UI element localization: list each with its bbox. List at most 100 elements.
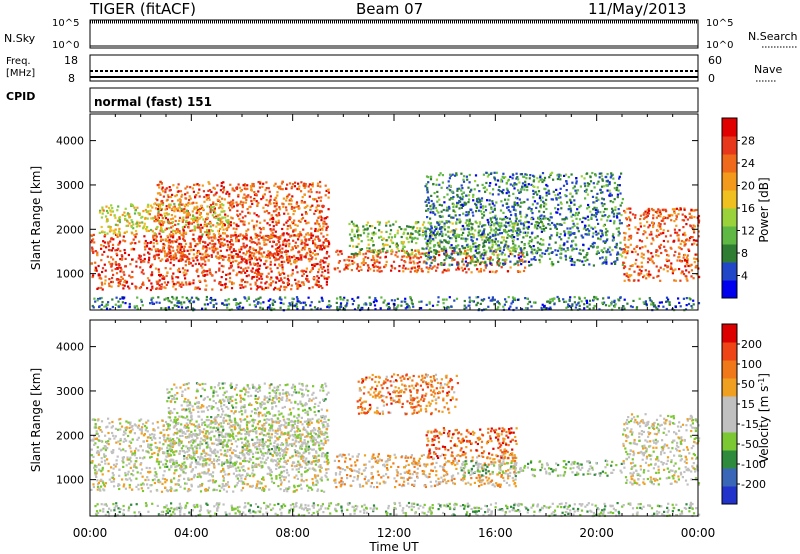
power-echo-cell <box>522 260 525 263</box>
power-echo-cell <box>184 277 187 280</box>
power-echo-cell <box>111 280 114 284</box>
power-echo-cell <box>539 226 542 229</box>
power-echo-cell <box>118 218 121 221</box>
power-echo-cell <box>182 232 185 235</box>
power-echo-cell <box>270 276 273 279</box>
power-echo-cell <box>538 197 541 200</box>
power-echo-cell <box>429 246 432 249</box>
power-echo-cell <box>258 258 261 261</box>
power-echo-cell <box>609 219 612 222</box>
power-echo-cell <box>242 196 245 199</box>
power-echo-cell <box>509 266 512 269</box>
power-echo-cell <box>582 216 585 219</box>
power-echo-cell <box>542 217 545 220</box>
power-echo-cell <box>114 260 117 264</box>
power-echo-cell <box>467 186 470 189</box>
power-echo-cell <box>584 233 587 236</box>
power-echo-cell <box>407 225 410 228</box>
power-echo-cell <box>205 248 208 252</box>
power-echo-cell <box>251 184 254 187</box>
power-echo-cell <box>175 240 178 243</box>
power-echo-cell <box>124 207 127 210</box>
power-echo-cell <box>246 208 249 211</box>
power-echo-cell <box>325 189 328 192</box>
power-echo-cell <box>253 228 256 231</box>
power-echo-cell <box>286 258 289 261</box>
power-echo-cell <box>510 302 513 305</box>
power-echo-cell <box>559 178 562 181</box>
power-echo-cell <box>647 207 650 210</box>
power-echo-cell <box>314 245 317 248</box>
power-echo-cell <box>625 217 628 220</box>
power-echo-cell <box>264 255 267 258</box>
power-echo-cell <box>143 242 146 245</box>
power-echo-cell <box>497 193 500 196</box>
power-echo-cell <box>181 226 184 229</box>
power-echo-cell <box>261 272 264 276</box>
power-echo-cell <box>625 245 628 249</box>
power-echo-cell <box>514 214 517 217</box>
power-echo-cell <box>288 255 291 258</box>
power-echo-cell <box>240 256 243 259</box>
power-echo-cell <box>170 218 173 221</box>
power-echo-cell <box>162 248 165 251</box>
power-echo-cell <box>117 266 121 269</box>
power-echo-cell <box>104 279 107 282</box>
power-echo-cell <box>680 272 683 275</box>
power-echo-cell <box>258 256 261 259</box>
power-echo-cell <box>316 219 319 222</box>
power-echo-cell <box>324 217 327 220</box>
power-echo-cell <box>692 239 695 242</box>
power-echo-cell <box>152 238 155 241</box>
power-echo-cell <box>425 198 429 202</box>
power-echo-cell <box>613 305 616 308</box>
power-echo-cell <box>512 226 515 229</box>
power-echo-cell <box>502 211 505 214</box>
power-echo-cell <box>464 260 467 263</box>
power-echo-cell <box>493 204 496 207</box>
power-echo-cell <box>128 222 131 225</box>
power-echo-cell <box>184 231 187 234</box>
power-echo-cell <box>470 236 473 239</box>
power-echo-cell <box>301 196 304 199</box>
power-echo-cell <box>471 240 474 243</box>
power-echo-cell <box>508 217 511 220</box>
power-echo-cell <box>226 214 229 218</box>
power-echo-cell <box>460 193 464 196</box>
power-echo-cell <box>235 223 238 226</box>
power-echo-cell <box>176 186 179 189</box>
power-echo-cell <box>225 285 228 288</box>
power-echo-cell <box>662 239 665 243</box>
power-echo-cell <box>568 205 571 208</box>
power-echo-cell <box>164 255 167 258</box>
nave-tick-low: 0 <box>708 72 715 85</box>
power-echo-cell <box>160 228 163 231</box>
power-echo-cell <box>172 254 175 257</box>
power-echo-cell <box>468 222 471 225</box>
power-echo-cell <box>563 174 566 177</box>
power-echo-cell <box>626 207 629 210</box>
power-echo-cell <box>143 260 146 263</box>
power-echo-cell <box>628 235 631 238</box>
power-echo-cell <box>567 237 570 240</box>
power-echo-cell <box>602 198 605 201</box>
power-echo-cell <box>606 179 609 182</box>
power-echo-cell <box>597 237 600 240</box>
power-echo-cell <box>453 246 456 249</box>
power-echo-cell <box>483 298 486 301</box>
power-echo-cell <box>494 233 497 237</box>
power-echo-cell <box>282 223 286 226</box>
power-echo-cell <box>271 254 275 257</box>
power-echo-cell <box>431 304 435 307</box>
power-echo-cell <box>585 188 588 191</box>
power-echo-cell <box>515 177 518 180</box>
power-echo-cell <box>486 238 489 242</box>
power-echo-cell <box>254 256 257 259</box>
power-echo-cell <box>300 256 303 259</box>
power-echo-cell <box>405 250 408 253</box>
power-echo-cell <box>167 205 170 208</box>
power-echo-cell <box>387 236 390 239</box>
power-echo-cell <box>319 260 322 263</box>
power-echo-cell <box>214 298 217 301</box>
power-echo-cell <box>474 245 477 248</box>
